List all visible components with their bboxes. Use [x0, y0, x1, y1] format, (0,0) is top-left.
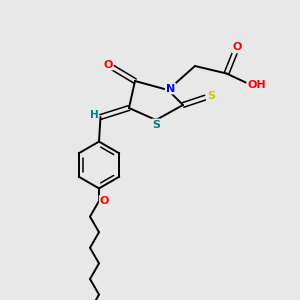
Text: N: N: [166, 83, 175, 94]
Text: H: H: [89, 110, 98, 120]
Text: O: O: [100, 196, 109, 206]
Text: OH: OH: [247, 80, 266, 91]
Text: S: S: [207, 91, 215, 101]
Text: S: S: [152, 119, 160, 130]
Text: O: O: [232, 42, 242, 52]
Text: O: O: [103, 59, 113, 70]
